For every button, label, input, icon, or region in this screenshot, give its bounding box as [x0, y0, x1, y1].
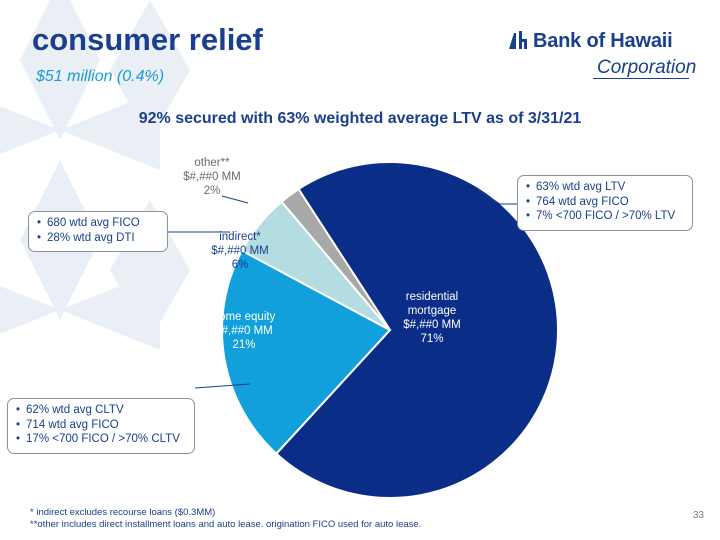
pie-label-indirect: indirect* $#,##0 MM 6%	[211, 231, 269, 271]
footnote-other: **other includes direct installment loan…	[30, 519, 422, 530]
callout-indirect-list: 680 wtd avg FICO 28% wtd avg DTI	[37, 216, 159, 245]
slide-subtitle: $51 million (0.4%)	[36, 68, 165, 85]
background-star-shape	[110, 0, 190, 140]
background-star-shape	[20, 0, 100, 140]
pie-label-line: $#,##0 MM	[403, 319, 461, 331]
background-star-shape	[0, 106, 60, 154]
footnotes: * indirect excludes recourse loans ($0.3…	[30, 507, 421, 531]
callout-home-equity-item: 17% <700 FICO / >70% CLTV	[16, 432, 186, 447]
callout-residential: 63% wtd avg LTV 764 wtd avg FICO 7% <700…	[517, 175, 693, 231]
page-number: 33	[692, 510, 704, 521]
pie-label-line: 6%	[232, 259, 249, 271]
pie-label-line: $#,##0 MM	[211, 245, 269, 257]
callout-residential-item: 63% wtd avg LTV	[526, 180, 684, 195]
pie-label-line: $#,##0 MM	[183, 171, 241, 183]
pie-label-line: 71%	[420, 333, 443, 345]
pie-label-home-equity: home equity $#,##0 MM 21%	[213, 311, 276, 351]
bank-logo-rule	[593, 78, 689, 79]
pie-label-line: residential	[406, 291, 458, 303]
pie-label-line: 21%	[232, 339, 255, 351]
pie-slice-other	[280, 187, 391, 331]
leader-line-residential	[477, 189, 517, 205]
pie-label-line: $#,##0 MM	[215, 325, 273, 337]
bank-logo: Bank of Hawaii Corporation	[505, 25, 705, 85]
pie-label-residential: residential mortgage $#,##0 MM 71%	[403, 291, 461, 345]
callout-indirect-item: 680 wtd avg FICO	[37, 216, 159, 231]
slide-title: consumer relief	[32, 22, 263, 57]
callout-home-equity-list: 62% wtd avg CLTV 714 wtd avg FICO 17% <7…	[16, 403, 186, 447]
bank-logo-name: Bank of Hawaii	[533, 30, 673, 52]
bank-logo-mark-icon	[509, 31, 527, 49]
callout-home-equity-item: 714 wtd avg FICO	[16, 418, 186, 433]
callout-indirect-item: 28% wtd avg DTI	[37, 231, 159, 246]
bank-logo-corporation: Corporation	[597, 57, 697, 78]
footnote-indirect: * indirect excludes recourse loans ($0.3…	[30, 507, 216, 518]
pie-label-line: 2%	[204, 185, 221, 197]
leader-line-home-equity	[194, 383, 251, 389]
callout-residential-item: 764 wtd avg FICO	[526, 195, 684, 210]
pie-label-line: indirect*	[219, 231, 261, 243]
leader-line-other	[221, 195, 249, 204]
callout-home-equity: 62% wtd avg CLTV 714 wtd avg FICO 17% <7…	[7, 398, 195, 454]
callout-indirect: 680 wtd avg FICO 28% wtd avg DTI	[28, 211, 168, 252]
background-star-shape	[0, 286, 60, 334]
slide-heading: 92% secured with 63% weighted average LT…	[138, 110, 582, 127]
pie-slice-home-equity	[221, 249, 392, 456]
callout-residential-list: 63% wtd avg LTV 764 wtd avg FICO 7% <700…	[526, 180, 684, 224]
pie-label-other: other** $#,##0 MM 2%	[183, 157, 241, 197]
callout-residential-item: 7% <700 FICO / >70% LTV	[526, 209, 684, 224]
pie-label-line: mortgage	[408, 305, 457, 317]
pie-label-line: other**	[194, 157, 230, 169]
pie-label-line: home equity	[213, 311, 276, 323]
pie-slice-residential	[274, 161, 559, 499]
callout-home-equity-item: 62% wtd avg CLTV	[16, 403, 186, 418]
